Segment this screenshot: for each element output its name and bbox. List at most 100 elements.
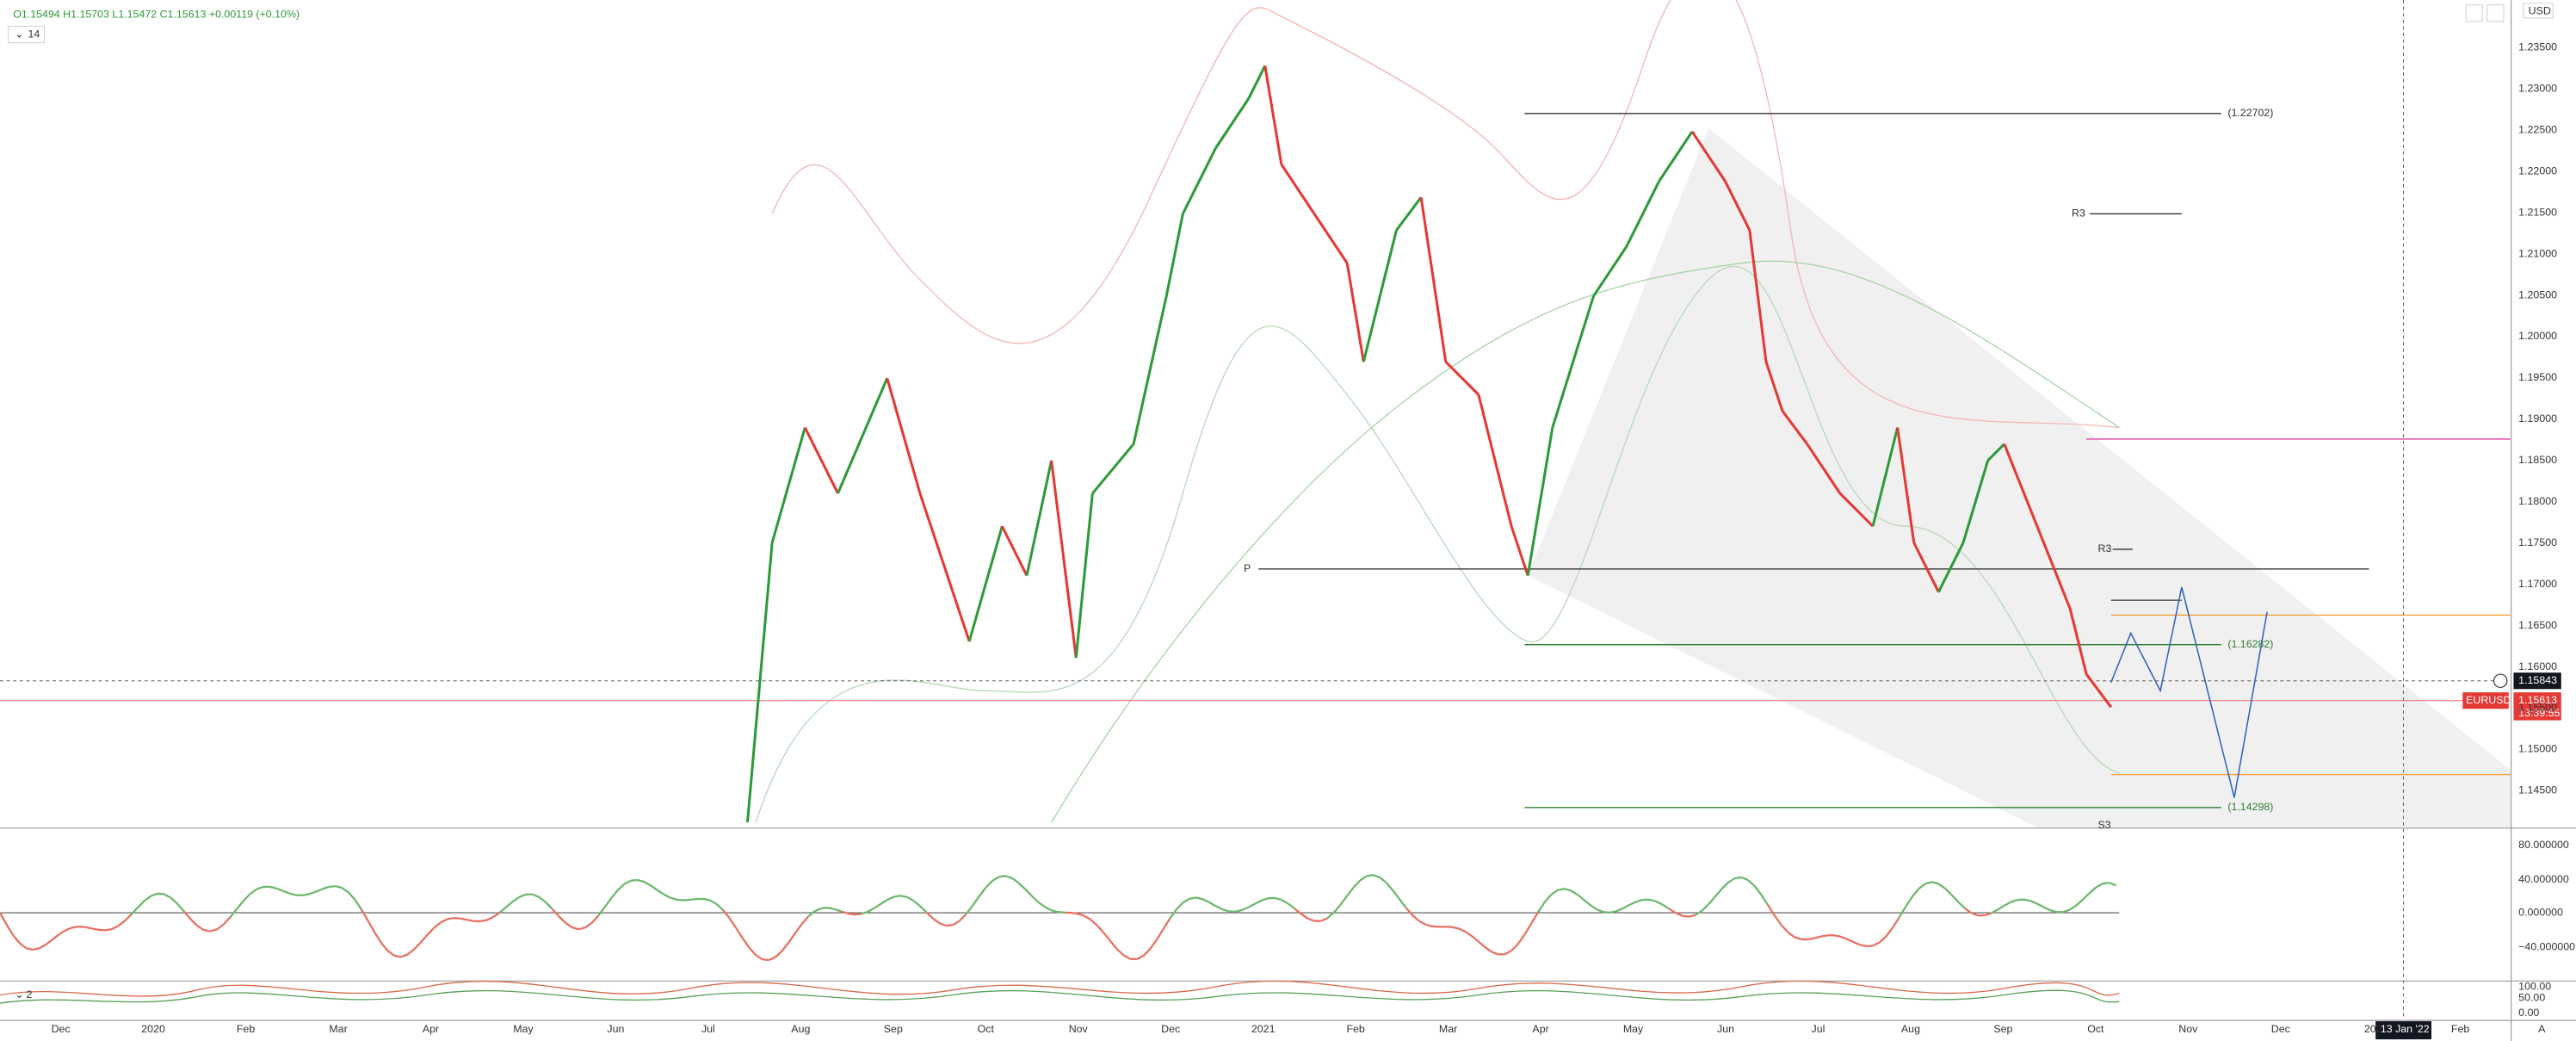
time-label: May (513, 1023, 534, 1035)
price-segment (1313, 213, 1349, 264)
add-button[interactable] (2493, 673, 2508, 688)
price-segment (1838, 492, 1875, 528)
osc-segment (1682, 914, 1690, 918)
osc-segment (1307, 917, 1315, 922)
osc-segment (755, 954, 763, 961)
osc-segment (1386, 882, 1394, 892)
osc-segment (1452, 926, 1460, 930)
osc-segment (2011, 899, 2018, 903)
osc-segment (1984, 912, 1992, 917)
price-label: 1.22000 (2518, 164, 2557, 177)
osc-segment (485, 916, 494, 921)
osc-segment (1720, 882, 1729, 890)
osc-segment (1287, 902, 1295, 910)
price-label: 1.22500 (2518, 124, 2557, 136)
auto-button[interactable]: A (2538, 1023, 2546, 1035)
interval-box[interactable] (8, 26, 46, 44)
price-segment (1214, 97, 1250, 149)
price-segment (1091, 443, 1135, 494)
collapse-icon[interactable]: ⌄ (15, 988, 23, 1001)
price-label: 1.23000 (2518, 83, 2557, 95)
button[interactable] (2486, 4, 2505, 22)
osc-segment (1734, 876, 1742, 880)
osc-segment (610, 889, 619, 900)
osc-segment (1523, 923, 1532, 936)
time-label: Sep (1993, 1023, 2012, 1035)
osc-segment (71, 925, 79, 929)
price-segment (1362, 230, 1398, 362)
currency[interactable]: USD (2529, 5, 2551, 17)
osc-segment (440, 918, 448, 924)
price-segment (886, 377, 922, 494)
osc-segment (1649, 898, 1657, 902)
osc-segment (249, 889, 257, 895)
osc-segment (925, 911, 934, 920)
osc-segment (117, 920, 126, 927)
osc-segment (676, 898, 684, 902)
time-label: Mar (329, 1023, 347, 1035)
osc-segment (341, 887, 349, 894)
osc-segment (532, 893, 540, 898)
osc-segment (867, 907, 875, 914)
price-segment (2003, 443, 2039, 527)
price-segment (1526, 427, 1554, 576)
price-segment (1050, 460, 1078, 659)
osc-segment (144, 895, 152, 902)
osc-segment (603, 897, 613, 908)
currency-box[interactable] (2523, 3, 2554, 19)
price-segment (1395, 196, 1423, 232)
osc-segment (0, 912, 8, 926)
time-label: Oct (2087, 1023, 2104, 1035)
osc-segment (1182, 897, 1190, 904)
osc-segment (807, 910, 816, 918)
price-segment (1074, 493, 1094, 659)
osc-segment (1491, 951, 1499, 956)
osc-segment (2023, 898, 2031, 902)
osc-segment (12, 934, 21, 945)
osc-segment (1898, 906, 1907, 919)
osc-segment (702, 897, 710, 902)
osc-segment (952, 920, 961, 926)
osc-segment (1326, 911, 1335, 920)
time-label: Apr (423, 1023, 439, 1035)
interval[interactable]: 14 (28, 28, 40, 40)
price-segment (770, 427, 806, 543)
osc-segment (2096, 883, 2103, 889)
osc-segment (715, 902, 724, 911)
osc-segment (413, 941, 422, 951)
osc-segment (571, 926, 579, 931)
collapse-icon[interactable]: ⌄ (15, 28, 23, 40)
osc-segment (721, 908, 731, 919)
button[interactable] (2465, 4, 2483, 22)
osc-segment (1937, 883, 1946, 889)
osc-segment (1392, 889, 1401, 901)
time-cursor-tag (2375, 1021, 2432, 1040)
osc-segment (1339, 895, 1349, 906)
osc-segment (269, 885, 276, 889)
lower-line (0, 980, 2120, 997)
osc-segment (1794, 935, 1801, 940)
osc-segment (406, 948, 415, 956)
osc-segment (104, 927, 112, 932)
price-segment (2068, 608, 2088, 675)
osc-segment (130, 906, 139, 915)
osc-segment (229, 908, 238, 919)
price-segment (1896, 427, 1916, 543)
osc-segment (1359, 875, 1368, 882)
osc-segment (52, 933, 60, 940)
osc-segment (1557, 888, 1565, 892)
osc-segment (5, 924, 15, 936)
osc-segment (1563, 888, 1572, 892)
osc-segment (433, 921, 442, 929)
price-label: 1.18500 (2518, 454, 2557, 466)
osc-segment (281, 889, 290, 895)
osc-segment (2089, 886, 2097, 894)
osc-segment (1957, 901, 1966, 909)
osc-label: 80.000000 (2518, 839, 2569, 851)
osc-segment (446, 917, 454, 920)
time-label: Aug (791, 1023, 810, 1035)
price-segment (951, 592, 971, 642)
osc-segment (2075, 898, 2085, 907)
osc-segment (1635, 898, 1644, 903)
osc-segment (1872, 941, 1881, 947)
